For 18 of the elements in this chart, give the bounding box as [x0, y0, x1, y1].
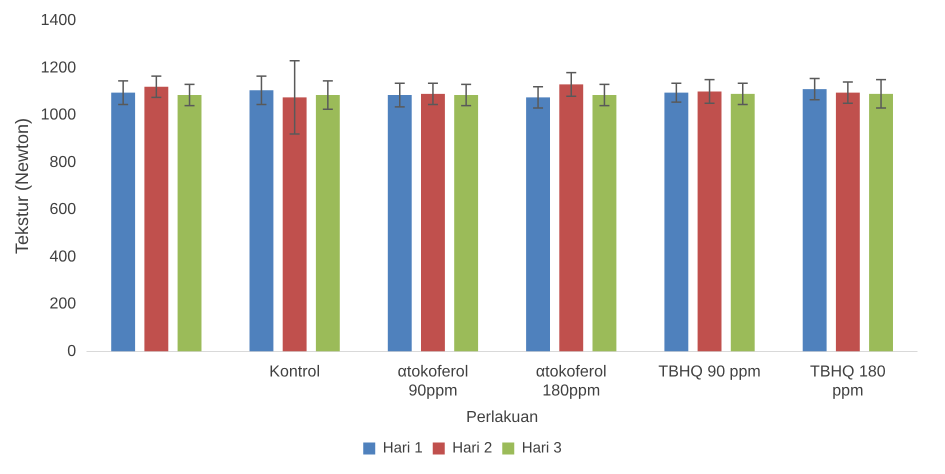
x-axis-title: Perlakuan: [466, 408, 538, 426]
y-tick-label: 0: [67, 342, 76, 360]
x-tick-label: TBHQ 180 ppm: [810, 363, 886, 400]
y-tick-label: 1200: [40, 59, 76, 76]
legend-label: Hari 2: [452, 440, 492, 457]
y-axis-title: Tekstur (Newton): [12, 118, 32, 254]
legend-label: Hari 1: [382, 440, 423, 457]
y-tick-label: 1000: [40, 106, 76, 124]
legend-label: Hari 3: [522, 440, 562, 457]
x-tick-label: TBHQ 90 ppm: [658, 363, 761, 380]
y-tick-label: 400: [49, 248, 76, 266]
y-tick-label: 800: [49, 154, 76, 171]
y-tick-label: 600: [49, 201, 76, 218]
x-tick-label: Kontrol: [269, 363, 320, 380]
y-tick-label: 200: [49, 296, 76, 313]
x-tick-label: αtokoferol 180ppm: [536, 363, 607, 400]
y-tick-label: 1400: [40, 12, 76, 30]
x-tick-label: αtokoferol 90ppm: [398, 363, 468, 400]
